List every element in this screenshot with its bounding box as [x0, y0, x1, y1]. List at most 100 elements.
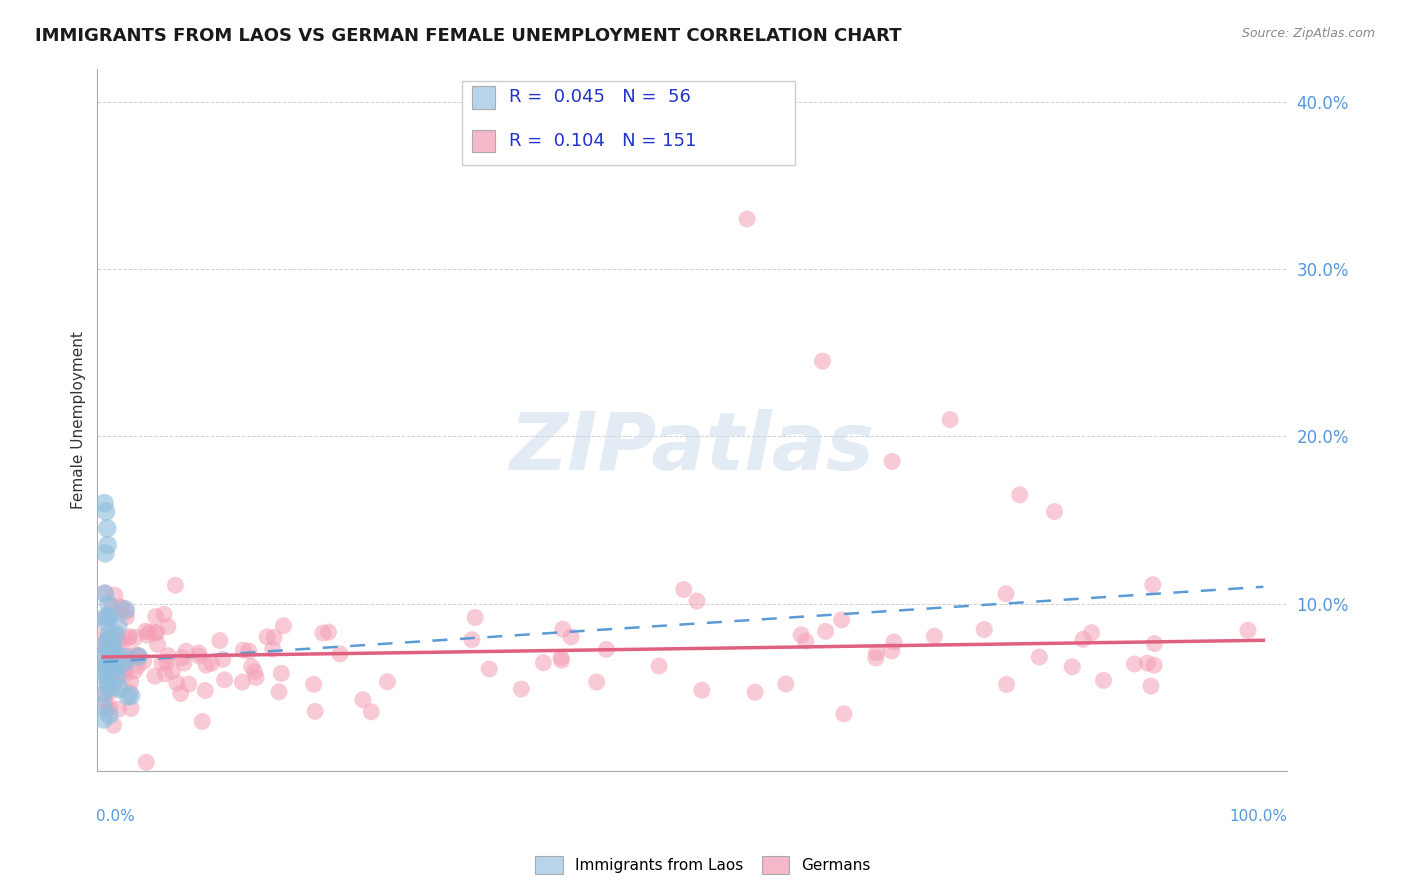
- Point: [128, 649, 150, 664]
- Point: [104, 630, 127, 644]
- Point: [98, 609, 121, 624]
- Point: [146, 625, 169, 640]
- Point: [377, 674, 399, 689]
- Point: [93, 496, 115, 510]
- Point: [104, 588, 127, 602]
- Point: [114, 650, 136, 665]
- Point: [1080, 625, 1102, 640]
- Point: [94, 686, 117, 700]
- Point: [150, 656, 173, 670]
- Point: [1123, 657, 1146, 671]
- Point: [551, 622, 574, 636]
- Point: [1136, 656, 1159, 670]
- Point: [98, 628, 121, 642]
- Point: [939, 412, 962, 426]
- Point: [110, 656, 132, 670]
- Point: [136, 628, 159, 642]
- Point: [93, 665, 115, 679]
- Point: [585, 675, 607, 690]
- Point: [93, 687, 115, 701]
- Point: [132, 655, 155, 669]
- Point: [110, 599, 132, 614]
- Point: [262, 642, 284, 657]
- Point: [97, 665, 120, 679]
- Point: [96, 658, 118, 673]
- Point: [118, 685, 141, 699]
- Point: [96, 673, 118, 687]
- Point: [208, 633, 231, 648]
- Point: [104, 625, 127, 640]
- Point: [114, 602, 136, 616]
- Point: [146, 638, 169, 652]
- Point: [173, 656, 195, 670]
- Point: [973, 623, 995, 637]
- Point: [143, 669, 166, 683]
- Point: [735, 212, 758, 227]
- Point: [97, 608, 120, 623]
- Point: [240, 659, 263, 673]
- Point: [531, 656, 554, 670]
- Point: [124, 664, 146, 678]
- Point: [166, 676, 188, 690]
- Point: [114, 655, 136, 669]
- Point: [153, 607, 176, 622]
- Point: [304, 704, 326, 718]
- Point: [100, 663, 122, 677]
- Point: [105, 660, 128, 674]
- Point: [115, 610, 138, 624]
- Point: [1142, 578, 1164, 592]
- Point: [187, 646, 209, 660]
- Point: [103, 657, 125, 672]
- Point: [97, 597, 120, 611]
- Point: [200, 657, 222, 671]
- Point: [104, 657, 127, 671]
- Point: [107, 702, 129, 716]
- Point: [97, 643, 120, 657]
- Bar: [472, 129, 495, 152]
- Point: [114, 661, 136, 675]
- Point: [195, 658, 218, 673]
- Point: [98, 647, 121, 661]
- Point: [97, 669, 120, 683]
- Point: [111, 650, 134, 665]
- Text: R =  0.104   N = 151: R = 0.104 N = 151: [509, 132, 696, 150]
- Point: [114, 667, 136, 681]
- Point: [360, 705, 382, 719]
- Point: [105, 673, 128, 688]
- Point: [103, 660, 125, 674]
- Point: [100, 684, 122, 698]
- Point: [108, 681, 131, 696]
- Point: [101, 667, 124, 681]
- Point: [243, 665, 266, 679]
- Point: [1071, 632, 1094, 647]
- Point: [560, 630, 582, 644]
- Point: [118, 630, 141, 644]
- Point: [128, 648, 150, 663]
- Point: [744, 685, 766, 699]
- Point: [118, 649, 141, 664]
- Point: [97, 538, 120, 552]
- Point: [464, 610, 486, 624]
- Point: [94, 661, 117, 675]
- Point: [153, 667, 176, 681]
- Text: Source: ZipAtlas.com: Source: ZipAtlas.com: [1241, 27, 1375, 40]
- Point: [105, 660, 128, 674]
- Point: [96, 704, 118, 718]
- Point: [96, 521, 118, 535]
- Point: [94, 587, 117, 601]
- Point: [96, 642, 118, 657]
- Point: [1092, 673, 1115, 688]
- Point: [194, 683, 217, 698]
- Point: [187, 648, 209, 663]
- Point: [256, 630, 278, 644]
- Point: [111, 634, 134, 648]
- Point: [103, 650, 125, 665]
- Point: [270, 666, 292, 681]
- Point: [329, 647, 352, 661]
- Point: [105, 670, 128, 684]
- Point: [883, 635, 905, 649]
- Point: [103, 644, 125, 658]
- Point: [312, 626, 335, 640]
- Point: [1062, 660, 1084, 674]
- Point: [794, 634, 817, 648]
